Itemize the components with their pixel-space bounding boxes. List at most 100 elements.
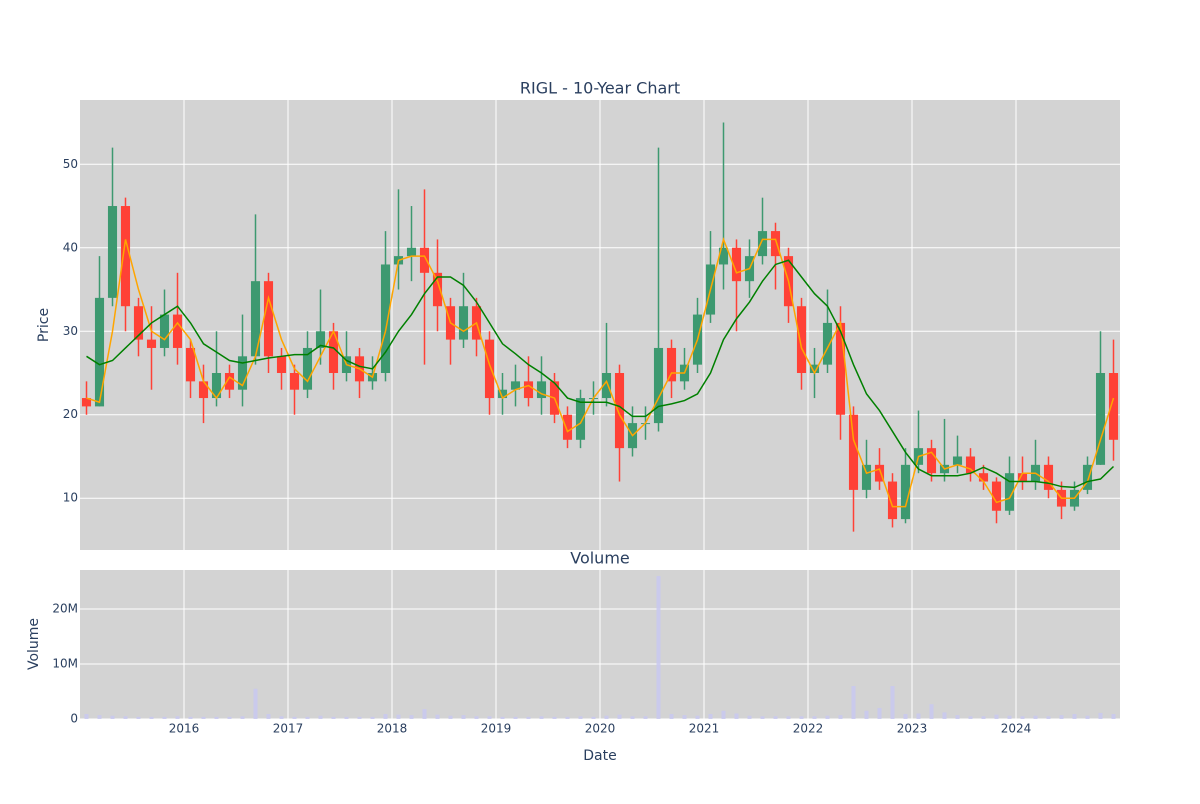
volume-bar	[136, 716, 141, 719]
candle-body	[926, 448, 937, 474]
volume-bar	[695, 715, 700, 719]
candle-body	[601, 373, 612, 399]
volume-bar	[1072, 714, 1077, 719]
candle-body	[562, 414, 573, 440]
volume-bar	[851, 686, 856, 719]
x-tick-label: 2020	[585, 722, 616, 736]
candle-body	[211, 373, 222, 399]
volume-bar	[825, 715, 830, 719]
volume-bar	[318, 715, 323, 719]
volume-bar	[370, 716, 375, 719]
volume-bar	[981, 716, 986, 719]
volume-bar	[253, 688, 258, 719]
volume-bar	[578, 716, 583, 719]
candle-body	[887, 481, 898, 520]
volume-bar	[734, 713, 739, 719]
volume-bar	[162, 716, 167, 719]
y-tick-label: 20	[63, 407, 78, 421]
volume-bar	[1046, 716, 1051, 719]
volume-bar	[617, 714, 622, 719]
volume-bar	[97, 715, 102, 719]
volume-bar	[552, 716, 557, 719]
volume-bar	[968, 716, 973, 719]
volume-bar	[890, 686, 895, 719]
y-tick-label: 20M	[52, 602, 78, 616]
candle-body	[653, 347, 664, 424]
candle-body	[1017, 473, 1028, 482]
candle-body	[380, 264, 391, 374]
x-tick-label: 2017	[273, 722, 304, 736]
volume-bar	[292, 716, 297, 719]
candle-body	[159, 314, 170, 348]
volume-bar	[266, 714, 271, 719]
candle-body	[497, 389, 508, 399]
volume-bar	[630, 716, 635, 719]
volume-bar	[682, 715, 687, 719]
candle-body	[224, 373, 235, 390]
volume-bar	[331, 716, 336, 719]
volume-bar	[110, 715, 115, 719]
candle-body	[289, 373, 300, 390]
volume-bar	[227, 716, 232, 719]
candle-body	[874, 464, 885, 482]
candle-body	[848, 414, 859, 490]
y-tick-label: 50	[63, 157, 78, 171]
candle-body	[315, 331, 326, 348]
volume-bar	[539, 716, 544, 719]
candle-body	[146, 339, 157, 348]
moving-average-line	[86, 259, 1115, 489]
volume-bar	[435, 714, 440, 719]
volume-bar	[916, 713, 921, 719]
volume-bar	[175, 716, 180, 719]
x-axis-label: Date	[583, 748, 616, 764]
candle-body	[120, 206, 131, 307]
candle-body	[731, 247, 742, 282]
volume-bar	[877, 708, 882, 719]
volume-bar	[1007, 715, 1012, 719]
candle-body	[523, 381, 534, 399]
chart-title: RIGL - 10-Year Chart	[520, 79, 680, 98]
candle-body	[614, 373, 625, 449]
volume-bar	[1111, 714, 1116, 719]
y-tick-label: 40	[63, 240, 78, 254]
candle-body	[263, 281, 274, 357]
x-tick-label: 2019	[481, 722, 512, 736]
candle-body	[510, 381, 521, 390]
volume-bar	[903, 714, 908, 719]
volume-bar	[669, 714, 674, 719]
volume-bar	[864, 710, 869, 719]
candle-body	[822, 322, 833, 365]
volume-bar	[747, 715, 752, 719]
candle-body	[718, 247, 729, 265]
candle-body	[432, 272, 443, 307]
candle-body	[666, 347, 677, 382]
y-tick-label: 30	[63, 324, 78, 338]
volume-bar	[799, 716, 804, 719]
volume-bar	[1098, 712, 1103, 719]
volume-bar	[188, 716, 193, 719]
candle-body	[861, 464, 872, 490]
y-axis-label: Volume	[26, 618, 42, 670]
candle-body	[107, 206, 118, 298]
candle-body	[185, 347, 196, 382]
volume-bar	[786, 716, 791, 719]
volume-bar	[1033, 715, 1038, 719]
candle-body	[484, 339, 495, 399]
volume-bar	[422, 709, 427, 719]
volume-bar	[812, 716, 817, 719]
x-tick-label: 2016	[169, 722, 200, 736]
candle-body	[406, 247, 417, 257]
volume-bar	[201, 716, 206, 719]
volume-bar	[240, 716, 245, 719]
volume-bar	[994, 714, 999, 719]
volume-bar	[487, 716, 492, 719]
x-tick-label: 2022	[793, 722, 824, 736]
candle-body	[419, 247, 430, 273]
volume-bar	[305, 716, 310, 719]
candle-body	[900, 464, 911, 520]
candle-body	[965, 456, 976, 474]
candle-body	[770, 231, 781, 257]
candle-body	[81, 398, 92, 407]
candle-body	[1082, 464, 1093, 490]
